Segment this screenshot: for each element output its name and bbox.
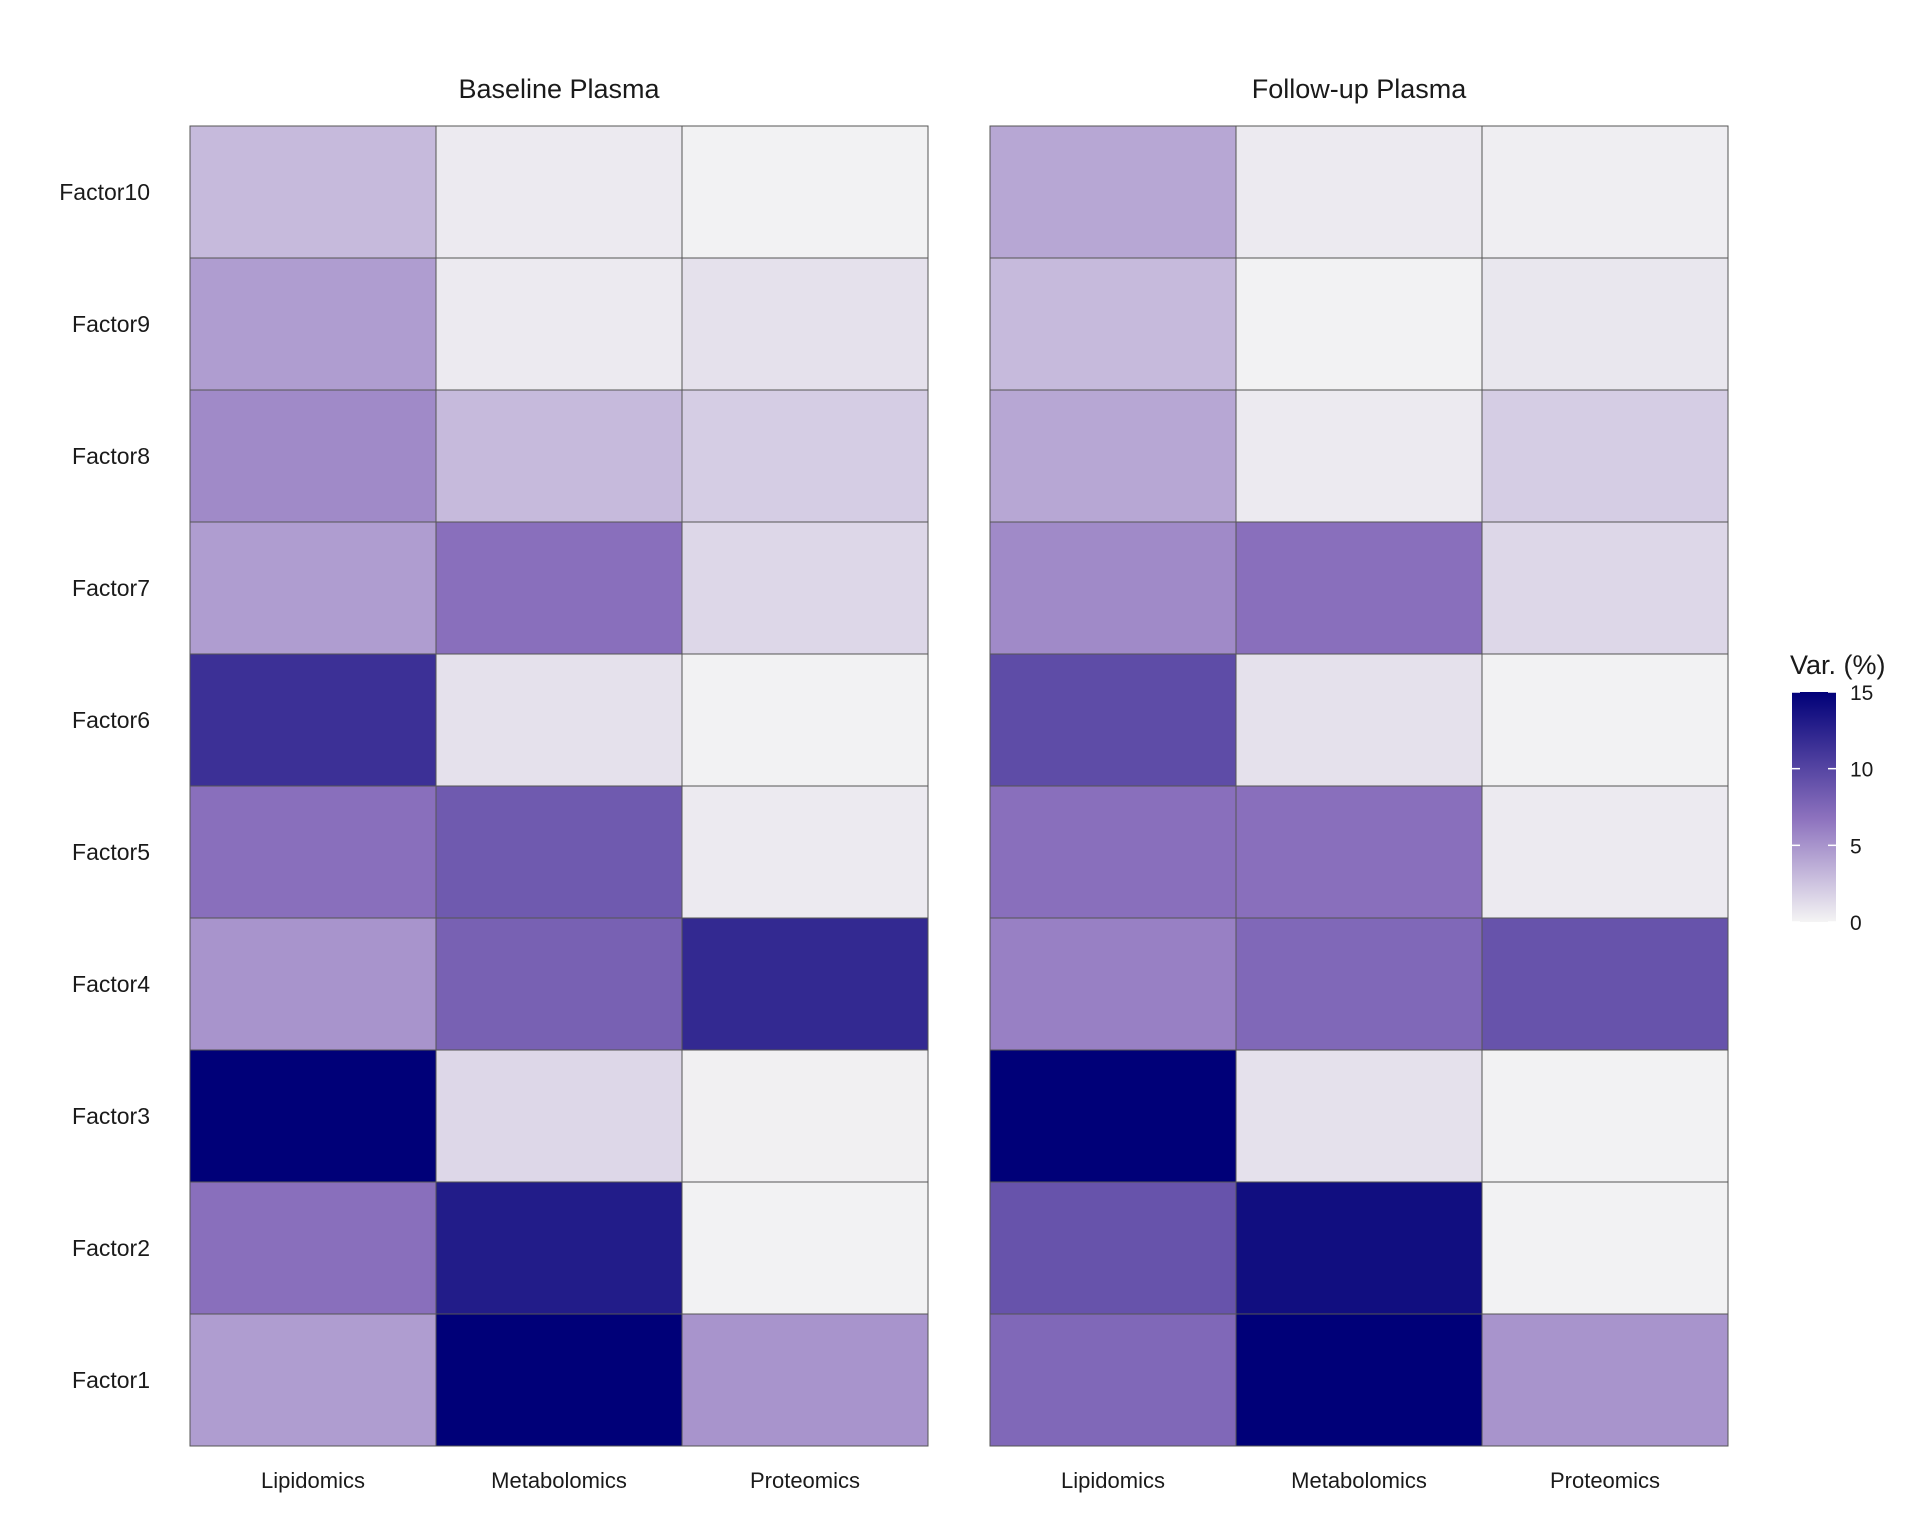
y-tick-label: Factor5 — [72, 839, 150, 865]
heatmap-cell — [189, 1313, 437, 1447]
panel-border — [989, 125, 1729, 1447]
heatmap-cell — [1235, 389, 1483, 523]
heatmap-cell — [435, 785, 683, 919]
legend-title: Var. (%) — [1790, 650, 1886, 680]
y-tick-label: Factor2 — [72, 1235, 150, 1261]
heatmap-cell — [189, 785, 437, 919]
heatmap-cell — [1481, 521, 1729, 655]
heatmap-cell — [989, 1181, 1237, 1315]
y-tick-label: Factor4 — [72, 971, 150, 997]
heatmap-cell — [1481, 1049, 1729, 1183]
facet-panel: Baseline Plasma Lipidomics Metabolomics Pro… — [189, 74, 929, 1493]
heatmap-cell — [435, 257, 683, 391]
x-tick-label: Lipidomics — [1061, 1468, 1165, 1493]
facet-title: Follow-up Plasma — [1252, 74, 1468, 104]
x-tick-label: Metabolomics — [491, 1468, 627, 1493]
legend-colorbar — [1792, 692, 1836, 922]
heatmap-cell — [681, 257, 929, 391]
heatmap-cell — [189, 653, 437, 787]
heatmap-cell — [681, 1049, 929, 1183]
heatmap-cell — [1235, 257, 1483, 391]
heatmap-cell — [989, 257, 1237, 391]
heatmap-cell — [435, 1049, 683, 1183]
facet-title: Baseline Plasma — [458, 74, 660, 104]
panel-border — [189, 125, 929, 1447]
heatmap-cell — [989, 389, 1237, 523]
legend-tick-label: 5 — [1850, 835, 1862, 858]
y-tick-label: Factor7 — [72, 575, 150, 601]
y-tick-label: Factor1 — [72, 1367, 150, 1393]
heatmap-cell — [189, 389, 437, 523]
heatmap-cell — [1235, 1313, 1483, 1447]
heatmap-cell — [681, 653, 929, 787]
heatmap-cell — [1235, 521, 1483, 655]
legend-tick-label: 15 — [1850, 682, 1873, 705]
heatmap-cell — [681, 389, 929, 523]
heatmap-cell — [1235, 125, 1483, 259]
heatmap-cell — [435, 1181, 683, 1315]
y-tick-label: Factor6 — [72, 707, 150, 733]
y-tick-label: Factor8 — [72, 443, 150, 469]
color-legend: Var. (%) 0 5 10 15 — [1790, 650, 1886, 935]
heatmap-cell — [1481, 257, 1729, 391]
heatmap-cell — [1235, 1049, 1483, 1183]
heatmap-cell — [989, 521, 1237, 655]
heatmap-cell — [1481, 1181, 1729, 1315]
heatmap-cell — [1481, 653, 1729, 787]
heatmap-cell — [681, 521, 929, 655]
legend-tick-label: 10 — [1850, 759, 1873, 782]
y-tick-label: Factor9 — [72, 311, 150, 337]
heatmap-cell — [681, 917, 929, 1051]
facet-panels: Baseline Plasma Lipidomics Metabolomics Pro… — [59, 74, 1729, 1493]
heatmap-cell — [681, 785, 929, 919]
heatmap-cell — [189, 917, 437, 1051]
heatmap-cell — [1481, 125, 1729, 259]
x-tick-label: Proteomics — [750, 1468, 860, 1493]
heatmap-cell — [1235, 653, 1483, 787]
heatmap-cell — [989, 785, 1237, 919]
heatmap-cell — [435, 389, 683, 523]
heatmap-cell — [989, 653, 1237, 787]
heatmap-cell — [681, 1181, 929, 1315]
heatmap-cell — [189, 125, 437, 259]
heatmap-cell — [1481, 785, 1729, 919]
x-tick-label: Proteomics — [1550, 1468, 1660, 1493]
heatmap-cell — [435, 521, 683, 655]
heatmap-cell — [989, 917, 1237, 1051]
heatmap-cell — [435, 1313, 683, 1447]
heatmap-cell — [1235, 785, 1483, 919]
x-tick-label: Metabolomics — [1291, 1468, 1427, 1493]
heatmap-cell — [989, 1049, 1237, 1183]
heatmap-cell — [1481, 917, 1729, 1051]
heatmap-cell — [435, 125, 683, 259]
heatmap-cell — [435, 917, 683, 1051]
heatmap-cell — [189, 1181, 437, 1315]
heatmap-cell — [989, 125, 1237, 259]
x-tick-label: Lipidomics — [261, 1468, 365, 1493]
heatmap-cell — [1481, 1313, 1729, 1447]
heatmap-cell — [989, 1313, 1237, 1447]
y-tick-label: Factor10 — [59, 179, 150, 205]
legend-tick-label: 0 — [1850, 912, 1862, 935]
heatmap-cell — [435, 653, 683, 787]
y-tick-label: Factor3 — [72, 1103, 150, 1129]
heatmap-cell — [681, 1313, 929, 1447]
facet-panel: Follow-up Plasma Lipidomics Metabolomics Pr… — [989, 74, 1729, 1493]
heatmap-cell — [681, 125, 929, 259]
heatmap-cell — [1481, 389, 1729, 523]
heatmap-cell — [1235, 917, 1483, 1051]
heatmap-cell — [189, 257, 437, 391]
heatmap-cell — [189, 1049, 437, 1183]
heatmap-cell — [1235, 1181, 1483, 1315]
heatmap-cell — [189, 521, 437, 655]
